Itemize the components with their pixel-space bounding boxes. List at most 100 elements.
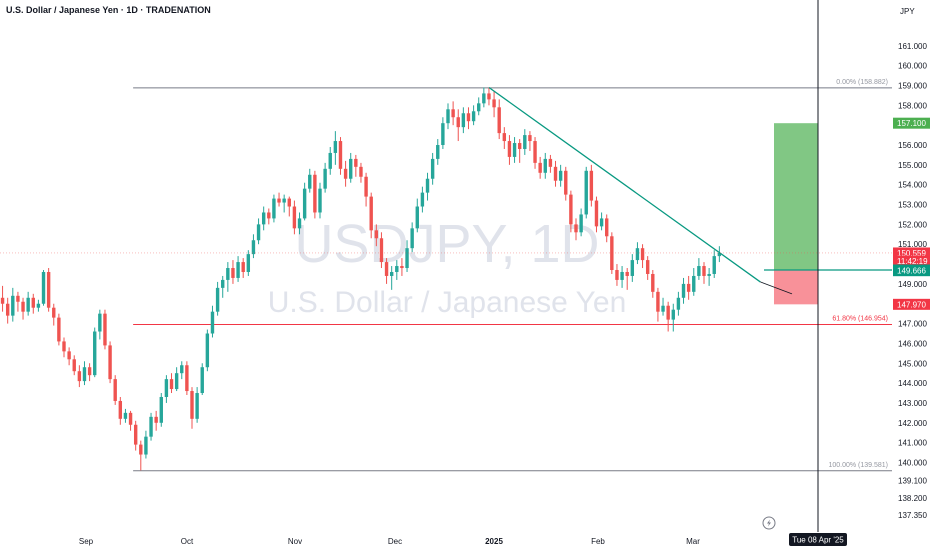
candle — [400, 258, 404, 276]
candle — [16, 291, 20, 312]
candle-body — [267, 212, 271, 219]
candle — [599, 212, 604, 231]
candle-body — [139, 444, 143, 455]
y-tick: 137.350 — [898, 511, 927, 520]
candle-body — [553, 166, 558, 181]
candle — [605, 214, 609, 243]
candle — [564, 166, 568, 201]
candle — [139, 440, 143, 471]
candle — [497, 99, 501, 140]
candle — [62, 337, 66, 358]
candle-body — [400, 266, 404, 269]
candle — [379, 232, 384, 269]
candle — [425, 172, 430, 201]
candle-body — [482, 93, 486, 104]
fib-0-label: 0.00% (158.882) — [836, 79, 888, 86]
candle — [272, 194, 276, 223]
candle — [558, 164, 563, 187]
candles[interactable] — [0, 87, 722, 471]
candle-body — [343, 168, 348, 179]
candle-body — [359, 166, 363, 177]
candle-body — [287, 198, 291, 207]
candle-body — [338, 141, 343, 169]
candle-body — [497, 107, 501, 134]
candle-body — [210, 311, 215, 334]
candle — [185, 361, 189, 396]
candle-body — [410, 228, 414, 249]
candle — [712, 250, 716, 278]
stop-zone — [774, 270, 818, 305]
candle — [46, 268, 51, 312]
long-position-tool[interactable] — [764, 123, 892, 305]
candle — [338, 137, 343, 175]
candle — [707, 268, 711, 286]
candle-body — [456, 117, 460, 128]
candle-body — [185, 365, 189, 392]
candle — [123, 408, 128, 423]
candle — [461, 107, 466, 134]
candle — [517, 139, 522, 163]
candle — [651, 270, 655, 298]
fib-levels[interactable]: 0.00% (158.882) 61.80% (146.954) 100.00% (… — [133, 79, 892, 472]
candle — [164, 375, 169, 403]
candle-body — [26, 297, 30, 312]
candle — [446, 103, 450, 130]
target-zone — [774, 123, 818, 271]
candle-body — [692, 275, 696, 292]
candle-body — [144, 436, 148, 455]
candle — [236, 256, 240, 282]
candle-body — [5, 303, 10, 316]
candle — [553, 160, 558, 187]
candle-body — [625, 271, 629, 276]
trendline[interactable] — [488, 86, 793, 295]
y-tick: 156.000 — [898, 141, 927, 150]
candle-body — [159, 396, 163, 423]
lightning-circle — [762, 516, 776, 530]
candle — [384, 258, 389, 284]
candle — [359, 162, 363, 183]
target-tag-bg — [893, 117, 930, 129]
candle — [144, 430, 148, 459]
watermark-symbol: USDJPY, 1D — [294, 214, 599, 274]
candle-body — [333, 141, 338, 153]
y-tick: 139.100 — [898, 476, 927, 485]
candle — [333, 131, 338, 165]
candle — [528, 131, 532, 151]
candle-body — [635, 248, 640, 261]
price-axis[interactable]: JPY 161.000160.000159.000158.000157.0001… — [892, 0, 932, 550]
candle — [523, 129, 527, 155]
candle-body — [11, 295, 15, 316]
candle — [589, 164, 594, 207]
y-tick: 145.000 — [898, 359, 927, 368]
candle — [477, 97, 481, 116]
candle — [441, 117, 445, 149]
candle — [420, 186, 425, 213]
candle — [656, 287, 660, 322]
candle-body — [564, 170, 568, 195]
candle-body — [133, 424, 138, 445]
candle-body — [180, 365, 184, 374]
candle-body — [451, 109, 455, 118]
y-tick: 160.000 — [898, 62, 927, 71]
candle-body — [656, 291, 660, 312]
candle — [374, 224, 379, 247]
candle-body — [430, 158, 435, 179]
candle — [369, 192, 373, 239]
candle — [256, 218, 261, 245]
time-axis[interactable]: SepOctNovDec2025FebMarAprTue 08 Apr '25 — [79, 533, 847, 546]
x-tick: Dec — [388, 537, 402, 546]
candle — [410, 222, 414, 253]
candle-body — [605, 218, 609, 237]
candle-body — [277, 198, 281, 203]
y-tick: 143.000 — [898, 399, 927, 408]
lightning-bolt — [767, 519, 771, 527]
watermark-name: U.S. Dollar / Japanese Yen — [268, 286, 627, 319]
candle — [77, 365, 82, 388]
candle — [277, 192, 281, 207]
candle — [681, 277, 686, 304]
candle-body — [226, 268, 230, 280]
candle — [261, 206, 266, 231]
candle-body — [323, 168, 327, 189]
candle — [364, 172, 368, 207]
